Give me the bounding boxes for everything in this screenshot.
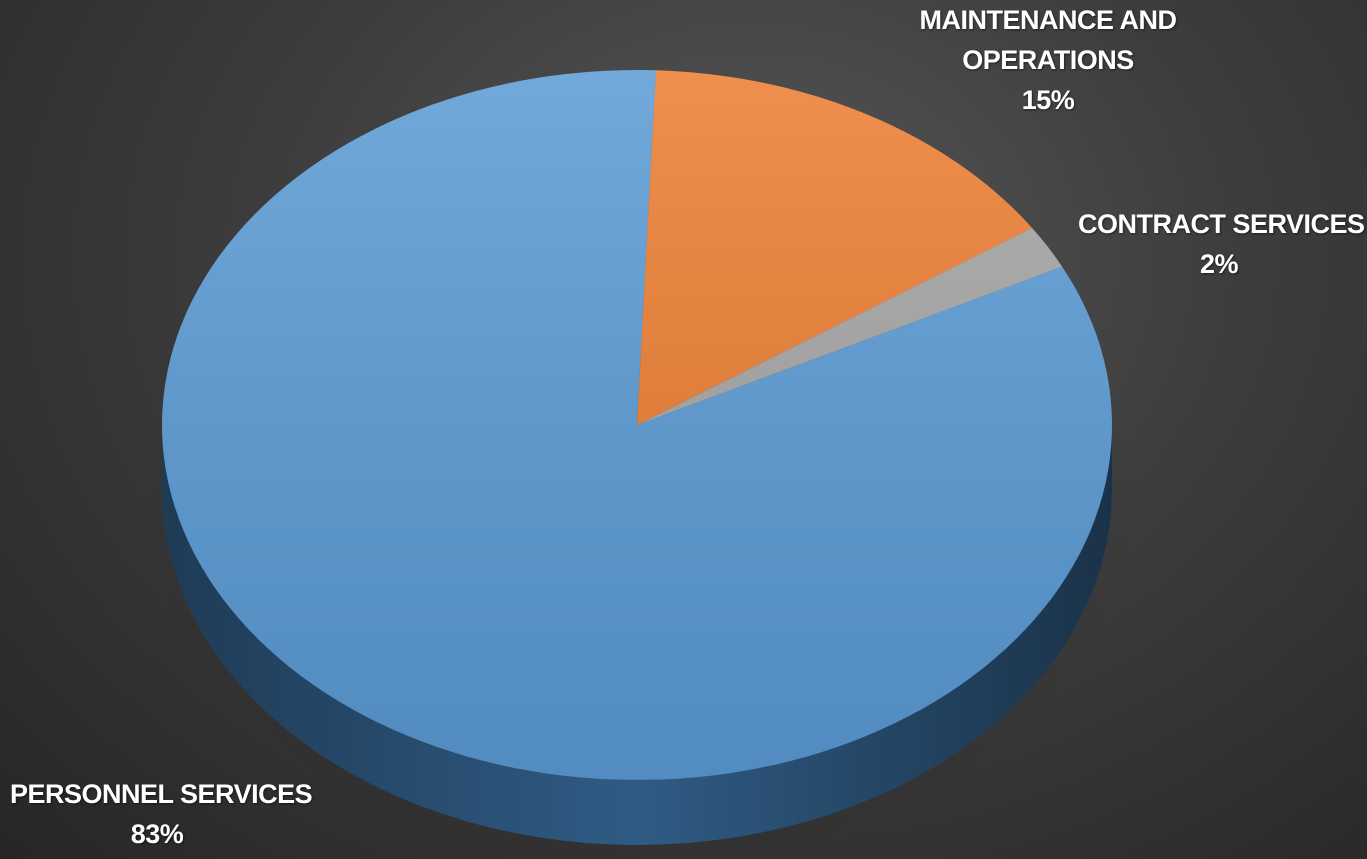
slice-label-personnel-services: PERSONNEL SERVICES 83% xyxy=(10,774,313,854)
slice-label-maintenance-and-operations: MAINTENANCE AND OPERATIONS 15% xyxy=(905,0,1191,120)
pie-slices xyxy=(162,70,1112,780)
pie-sides xyxy=(162,425,1112,845)
slice-value-label: 2% xyxy=(1199,249,1239,279)
pie-top-gloss xyxy=(162,70,1112,780)
slice-category-label: MAINTENANCE AND xyxy=(919,5,1178,35)
slice-category-label: CONTRACT SERVICES xyxy=(1078,209,1365,239)
slice-value-label: 15% xyxy=(1021,85,1075,115)
slice-value-label: 83% xyxy=(130,819,184,849)
slice-category-label-line-2: OPERATIONS xyxy=(962,45,1134,75)
slice-category-label: PERSONNEL SERVICES xyxy=(10,779,313,809)
pie-side-shade-personnel-services xyxy=(162,425,1112,845)
slice-label-contract-services: CONTRACT SERVICES 2% xyxy=(1078,204,1365,284)
